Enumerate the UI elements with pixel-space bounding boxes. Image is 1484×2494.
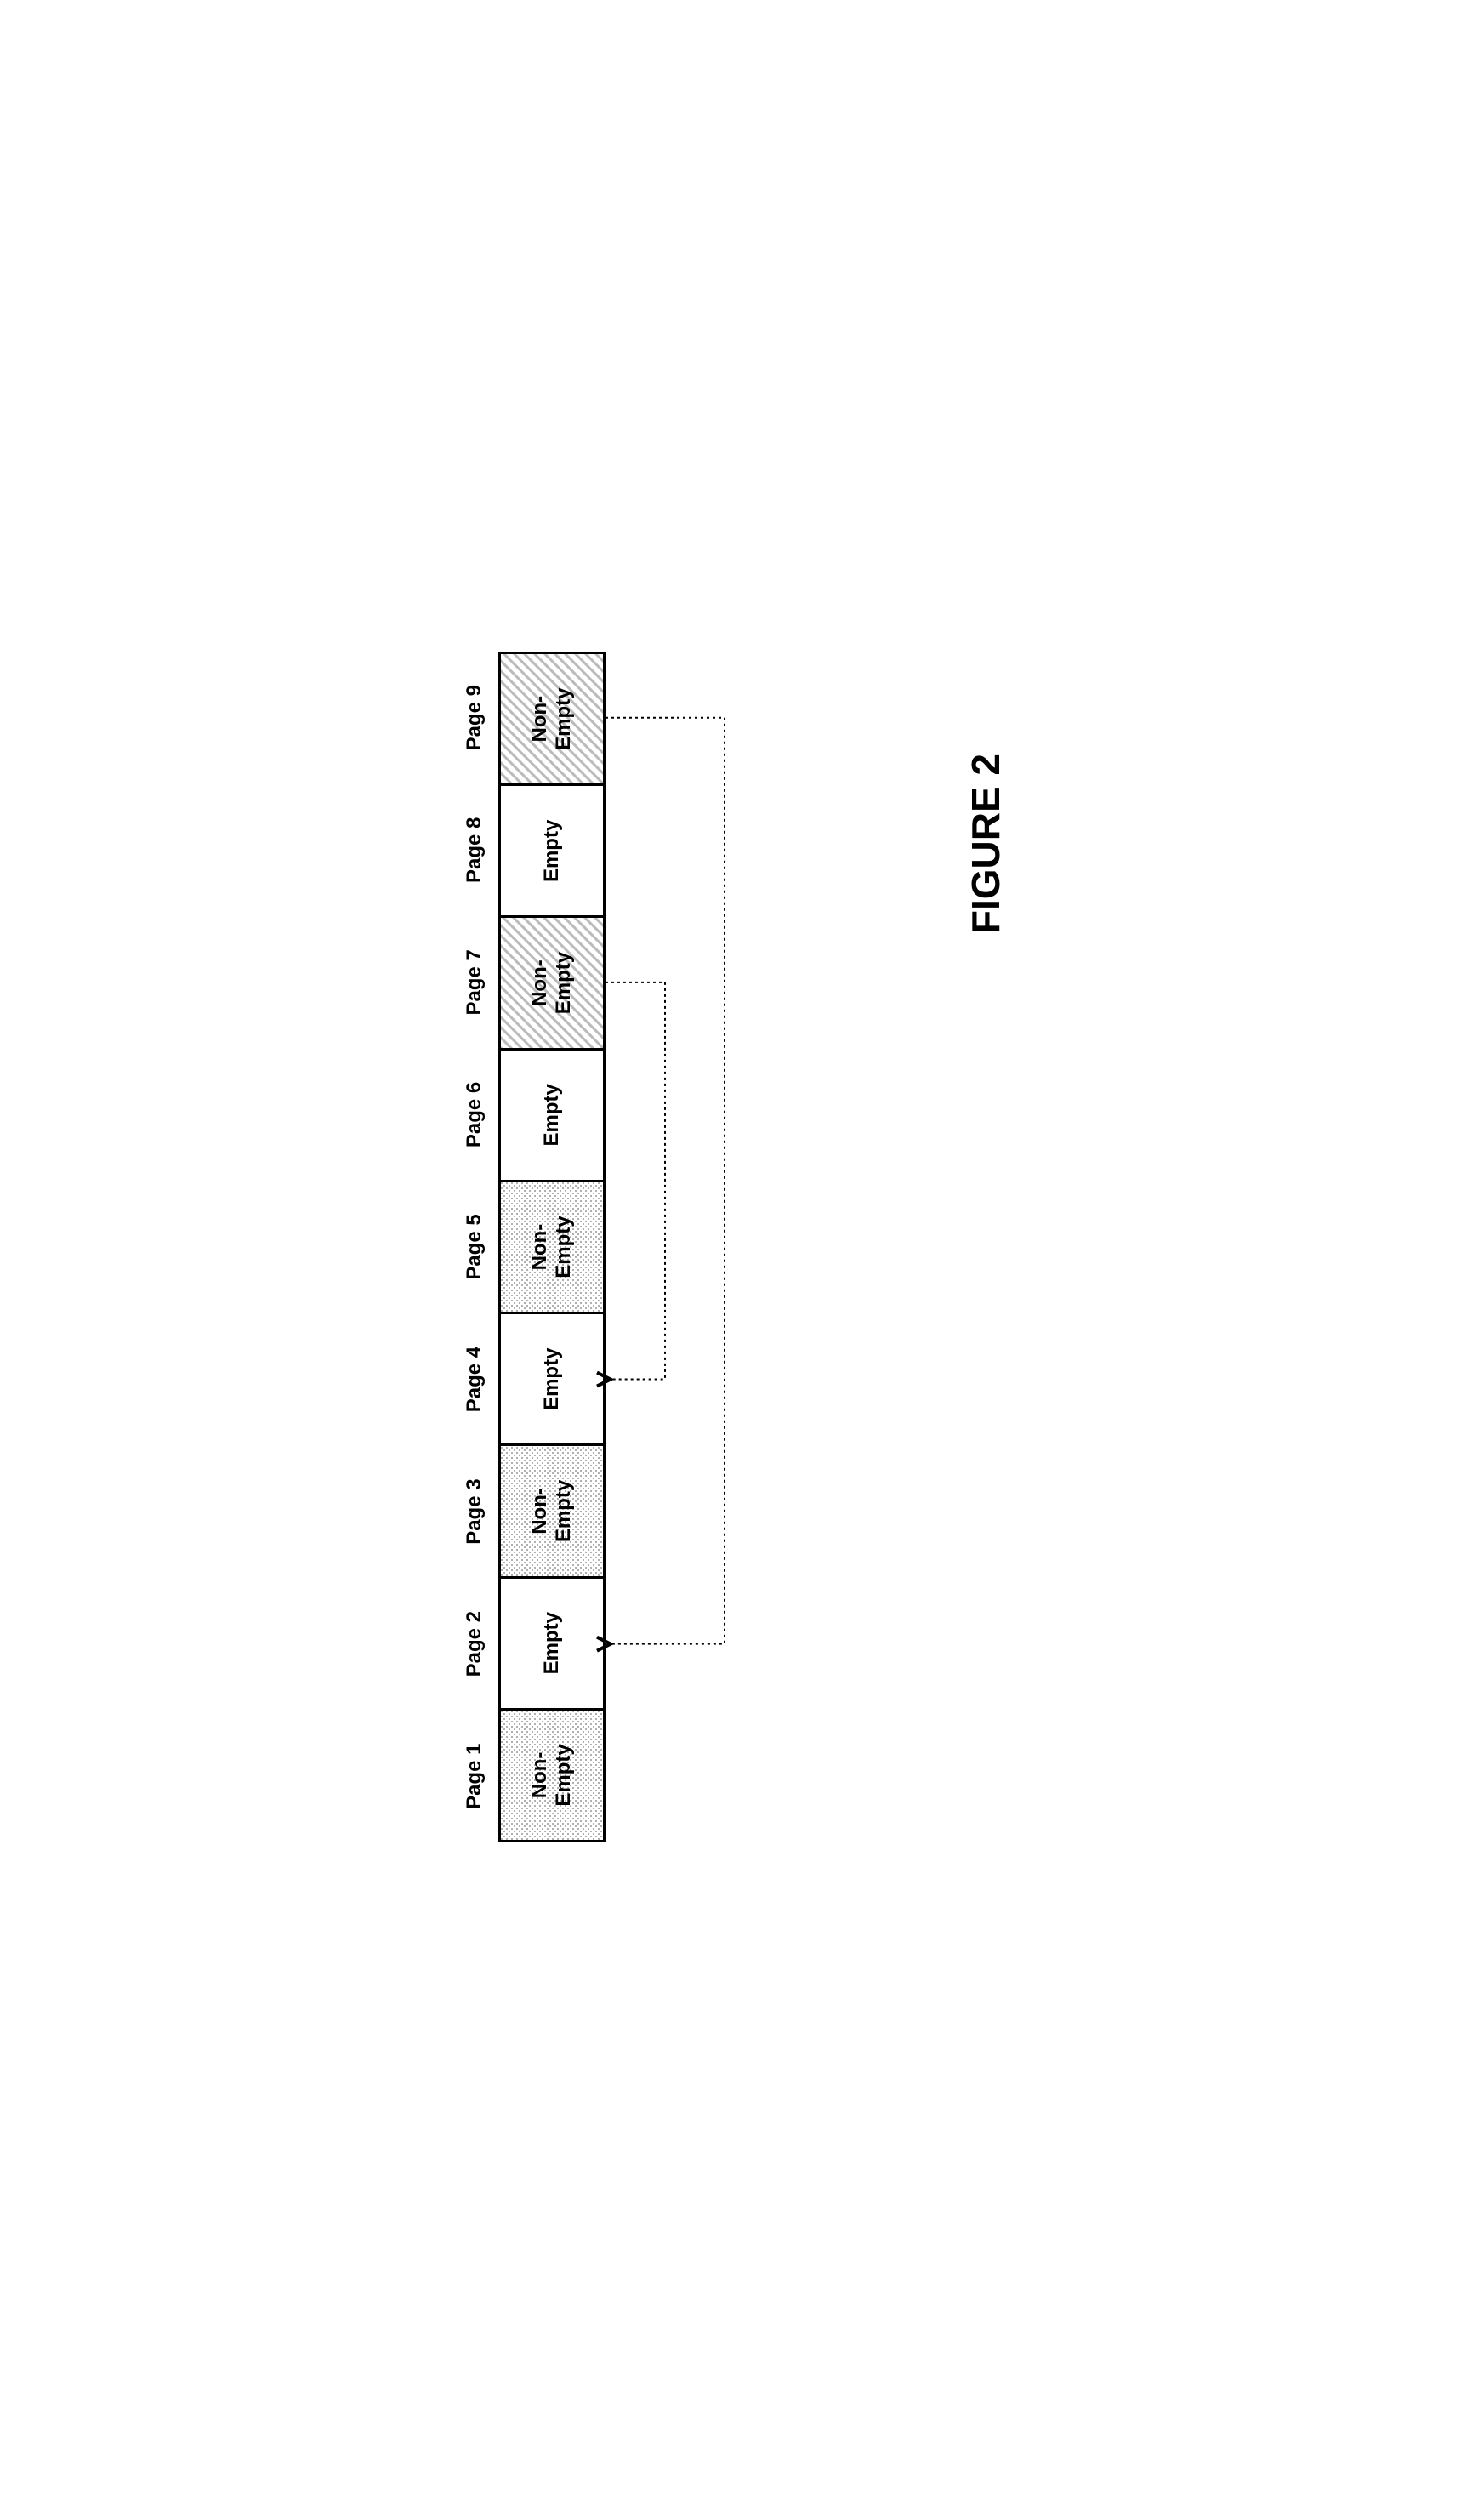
page-headers-row: Page 1Page 2Page 3Page 4Page 5Page 6Page… xyxy=(454,652,498,1842)
page-cell-label: Non-Empty xyxy=(528,684,575,753)
page-header: Page 2 xyxy=(454,1578,498,1711)
page-header: Page 3 xyxy=(454,1445,498,1578)
page-cells-row: Non-Empty Empty Non-Empty Empty Non-Empty Emp… xyxy=(498,652,606,1842)
page-cell: Empty xyxy=(501,1051,603,1182)
page-header: Page 9 xyxy=(454,652,498,784)
figure-caption: FIGURE 2 xyxy=(963,754,1009,934)
page-cell-label: Empty xyxy=(540,1345,564,1414)
page-cell: Non-Empty xyxy=(501,1182,603,1314)
page-header: Page 6 xyxy=(454,1049,498,1182)
page-header: Page 1 xyxy=(454,1710,498,1842)
page-cell: Empty xyxy=(501,786,603,918)
page-header: Page 7 xyxy=(454,916,498,1049)
page-cell-label: Empty xyxy=(540,1080,564,1149)
page-header: Page 5 xyxy=(454,1181,498,1313)
page-cell-label: Empty xyxy=(540,1609,564,1677)
page-cell-label: Non-Empty xyxy=(528,1477,575,1546)
page-cell-label: Non-Empty xyxy=(528,1212,575,1281)
page-cell: Empty xyxy=(501,1579,603,1711)
page-cell-label: Empty xyxy=(540,817,564,885)
page-cell: Empty xyxy=(501,1314,603,1446)
page-header: Page 4 xyxy=(454,1313,498,1446)
page-cell: Non-Empty xyxy=(501,1446,603,1578)
relocation-arrow xyxy=(606,718,725,1644)
relocation-arrow xyxy=(606,982,665,1380)
page-cell: Non-Empty xyxy=(501,918,603,1050)
rotated-figure-wrapper: Page 1Page 2Page 3Page 4Page 5Page 6Page… xyxy=(454,652,1031,1842)
figure-stage: Page 1Page 2Page 3Page 4Page 5Page 6Page… xyxy=(454,652,1031,1842)
page-cell-label: Non-Empty xyxy=(528,1740,575,1809)
page-header: Page 8 xyxy=(454,784,498,917)
page-cell: Non-Empty xyxy=(501,1711,603,1840)
page-cell-label: Non-Empty xyxy=(528,948,575,1017)
page-cell: Non-Empty xyxy=(501,654,603,786)
